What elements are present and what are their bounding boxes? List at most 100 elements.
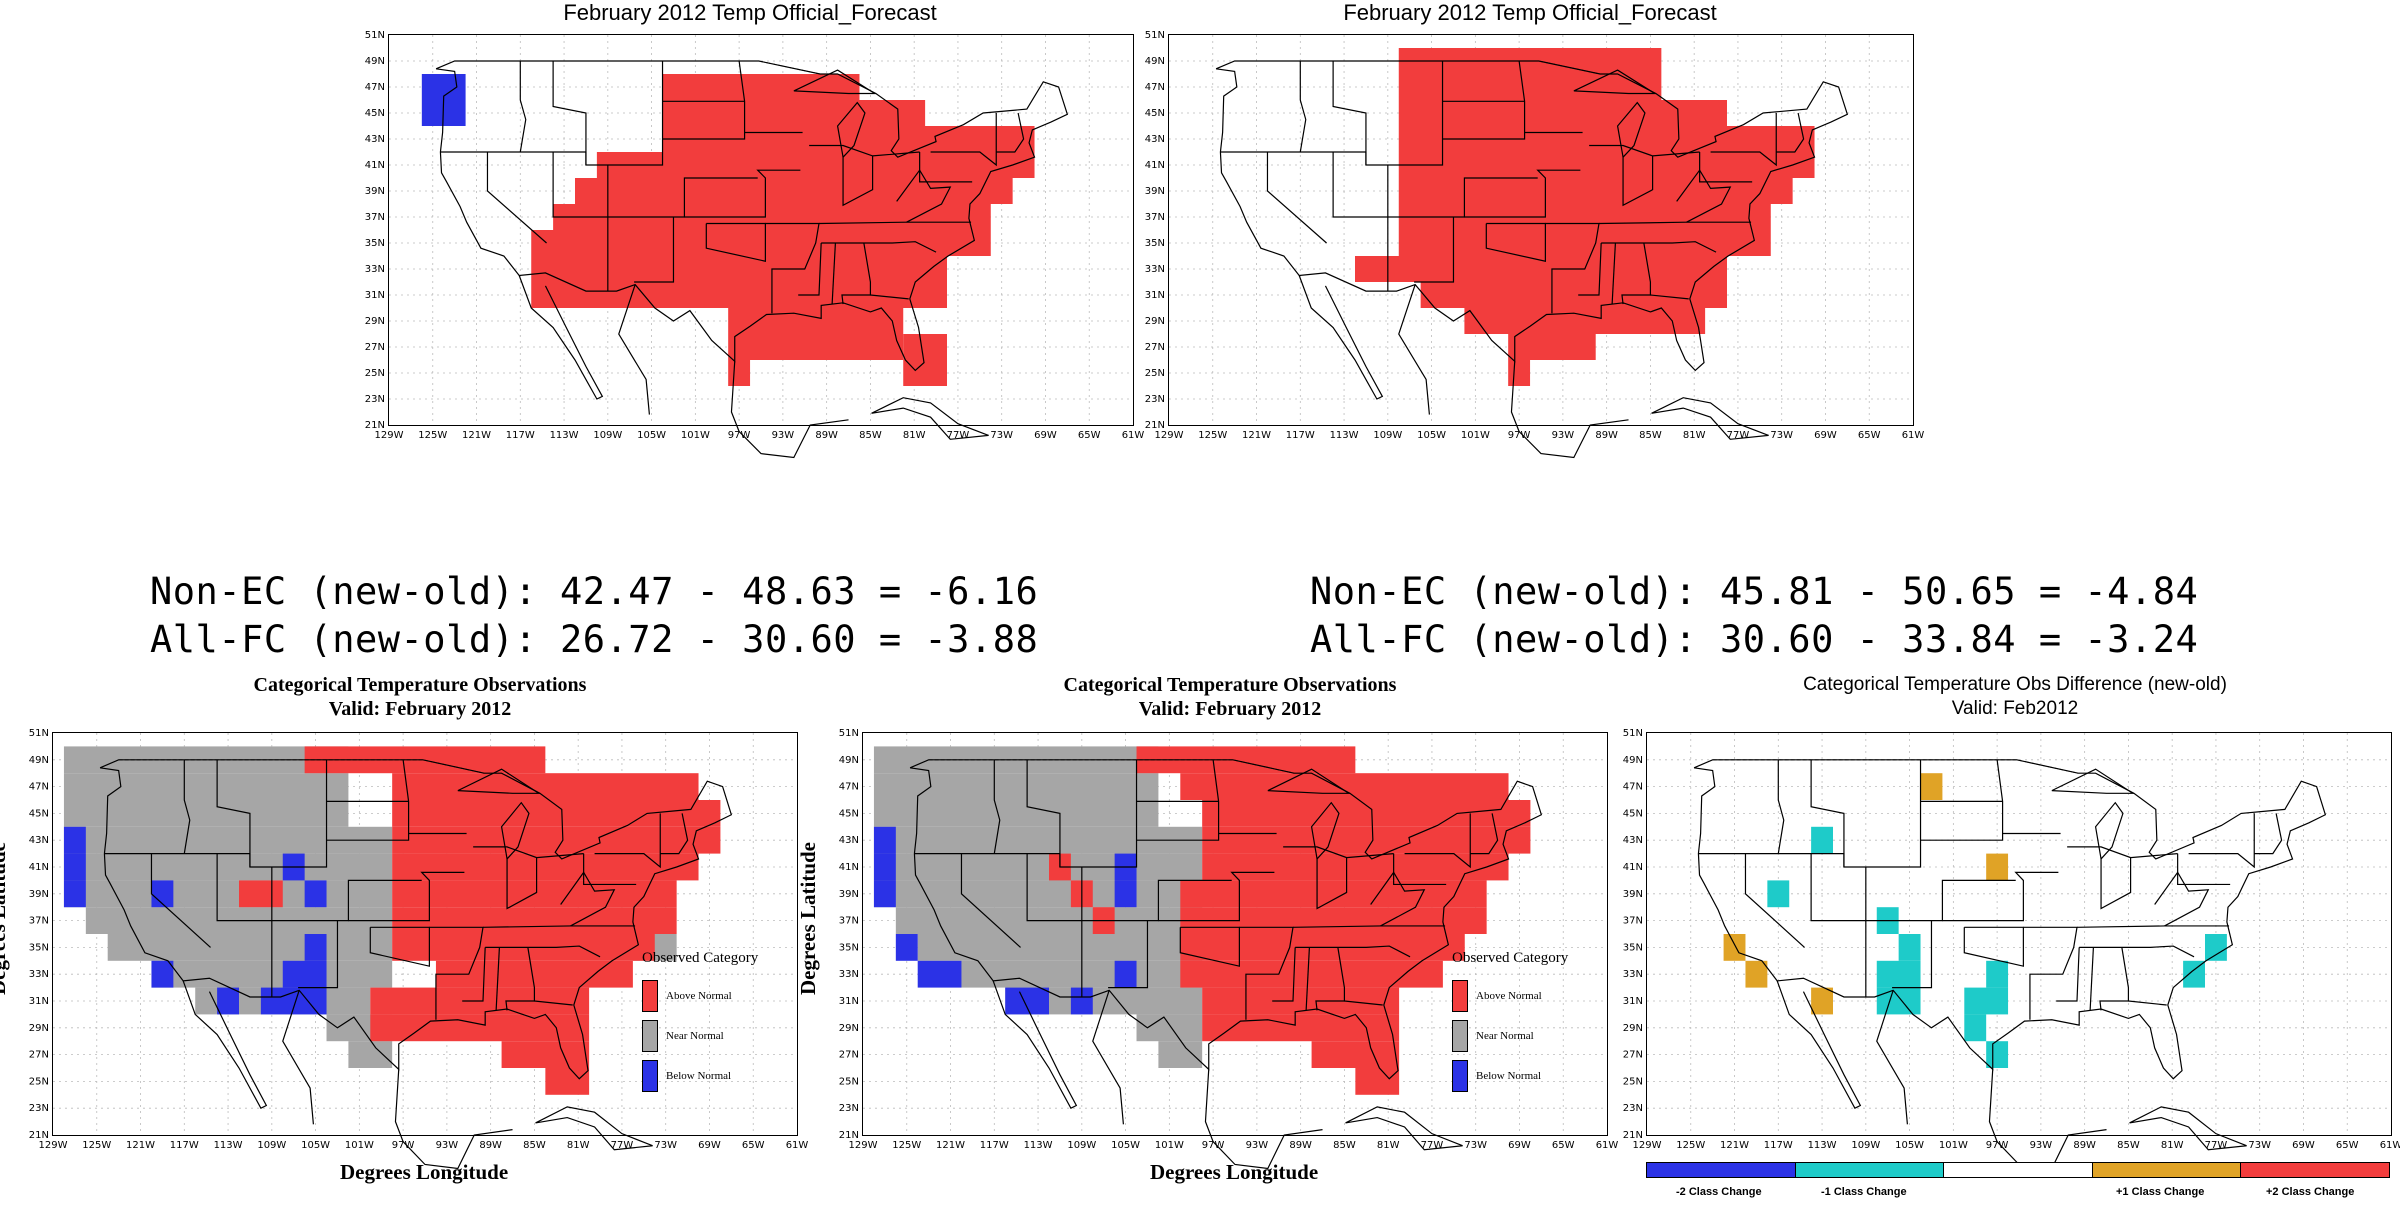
coastline (182, 980, 268, 1109)
category-cell (873, 826, 896, 854)
coastline (1092, 990, 1124, 1125)
coastline (2129, 1106, 2247, 1151)
category-cell (1986, 853, 2009, 881)
category-cell (728, 334, 904, 360)
coastline (104, 759, 328, 868)
obs-new-map: 129W 125W 121W 117W 113W 109W 105W 101W 97W 93W 89… (839, 728, 1618, 1170)
category-cell (873, 880, 1203, 908)
coastline (662, 60, 746, 140)
lat-tick-label: 21N (29, 1130, 49, 1141)
coastline (435, 60, 1069, 372)
lat-tick-label: 21N (1623, 1130, 1643, 1141)
coastline (1616, 101, 1646, 158)
panel-title: February 2012 Temp Official_Forecast (563, 0, 937, 25)
colorbar-label: -1 Class Change (1821, 1186, 1907, 1198)
colorbar-label: +2 Class Change (2266, 1186, 2355, 1198)
lon-tick-label: 73W (1770, 430, 1793, 441)
coastline (1601, 241, 1717, 253)
coastline (821, 241, 937, 253)
lon-tick-label: 81W (2161, 1140, 2184, 1151)
coastline (2079, 945, 2195, 958)
forecast-old-panel: February 2012 Temp Official_Forecast 129… (340, 0, 1144, 459)
lon-tick-label: 105W (1417, 430, 1446, 441)
lon-tick-label: 105W (301, 1140, 330, 1151)
coastline (369, 926, 430, 967)
lon-tick-label: 129W (39, 1140, 68, 1151)
coastline (1810, 853, 1867, 997)
lat-tick-label: 47N (365, 82, 385, 93)
category-cell (348, 1041, 393, 1068)
coastline (348, 871, 465, 922)
category-cell (917, 934, 1203, 961)
obs-new-panel: Categorical Temperature Observations Val… (796, 670, 1630, 1230)
coastline (914, 759, 1138, 868)
lat-tick-label: 29N (365, 316, 385, 327)
coastline (1292, 925, 1446, 928)
coastline (1026, 759, 1061, 867)
coastline (1622, 155, 1654, 207)
coastline (1316, 857, 1348, 910)
coastline (1298, 275, 1384, 400)
coastline (2056, 947, 2080, 1002)
legend-label: Below Normal (1476, 1070, 1542, 1082)
boundary-line (118, 759, 485, 774)
category-cell (370, 1014, 590, 1042)
category-cell (1964, 1014, 1987, 1042)
lat-tick-label: 51N (365, 30, 385, 41)
coastline (1578, 242, 1602, 296)
lat-tick-label: 41N (839, 862, 859, 873)
lon-tick-label: 61W (2380, 1140, 2400, 1151)
coastline (993, 759, 1001, 854)
lon-tick-label: 93W (1246, 1140, 1269, 1151)
colorbar-label: +1 Class Change (2116, 1186, 2205, 1198)
lon-tick-label: 93W (772, 430, 795, 441)
category-cell (662, 74, 860, 100)
forecast-old-map: 129W 125W 121W 117W 113W 109W 105W 101W 97W 93W 89… (365, 30, 1144, 459)
lat-tick-label: 51N (1145, 30, 1165, 41)
lon-tick-label: 61W (786, 1140, 809, 1151)
coastline (1442, 60, 1526, 140)
lon-tick-label: 69W (1508, 1140, 1531, 1151)
category-cell (63, 826, 86, 854)
coastline (1344, 1000, 1383, 1006)
lon-tick-label: 113W (214, 1140, 243, 1151)
lon-tick-label: 117W (170, 1140, 199, 1151)
category-cell (873, 853, 896, 881)
coastline (960, 853, 1021, 948)
coastline (1081, 867, 1232, 922)
coastline (1179, 926, 1240, 967)
legend-label: Near Normal (1476, 1030, 1534, 1042)
category-cell (728, 308, 904, 334)
category-cell (63, 880, 393, 908)
lon-tick-label: 81W (567, 1140, 590, 1151)
lat-tick-label: 49N (29, 755, 49, 766)
category-cell (304, 880, 327, 908)
category-cell (151, 960, 174, 988)
lon-tick-label: 129W (375, 430, 404, 441)
category-cell (1202, 853, 1509, 881)
lat-tick-label: 49N (365, 56, 385, 67)
lon-tick-label: 109W (593, 430, 622, 441)
category-cell (1986, 960, 2009, 988)
coastline (2254, 813, 2283, 855)
category-cell (873, 773, 1159, 800)
lat-tick-label: 27N (1623, 1050, 1643, 1061)
lon-tick-label: 77W (611, 1140, 634, 1151)
coastline (1305, 947, 1310, 1011)
lon-tick-label: 89W (1289, 1140, 1312, 1151)
colorbar-labels: -2 Class Change -1 Class Change +1 Class… (1646, 1186, 2390, 1202)
coastline (909, 759, 1543, 1080)
category-cell (1508, 334, 1596, 360)
colorbar-label: -2 Class Change (1676, 1186, 1762, 1198)
coastline (1414, 217, 1455, 283)
lat-tick-label: 41N (29, 862, 49, 873)
coastline (473, 846, 584, 859)
panel-title: February 2012 Temp Official_Forecast (1343, 0, 1717, 25)
coastline (1963, 926, 2024, 967)
coastline (552, 152, 609, 292)
category-cell (873, 880, 896, 908)
category-cell (1767, 880, 1790, 908)
coastline (1698, 759, 1922, 868)
lon-tick-label: 117W (1764, 1140, 1793, 1151)
lon-tick-label: 113W (1024, 1140, 1053, 1151)
